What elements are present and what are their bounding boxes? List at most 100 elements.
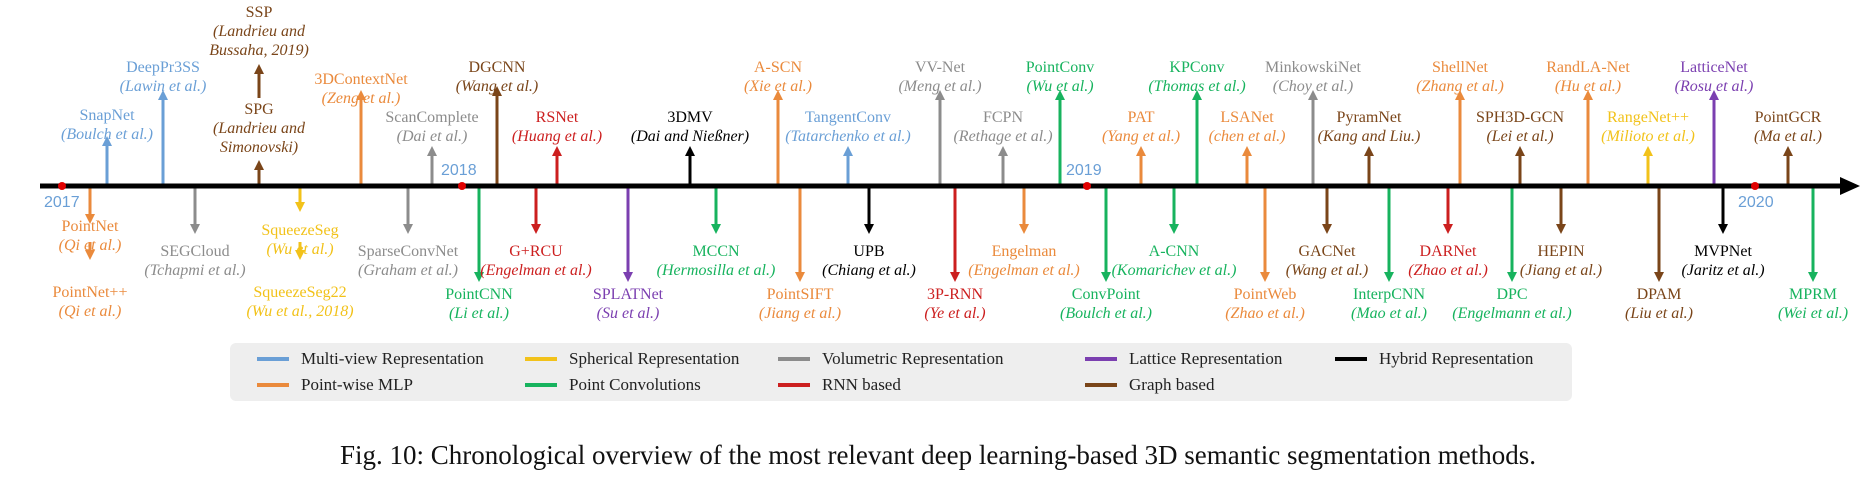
legend-label: Point Convolutions [569,375,701,394]
arrow-head-squeezeseg [295,202,305,212]
method-authors: (Choy et al.) [1272,78,1354,95]
method-name: FCPN [982,109,1024,126]
method-name: ScanComplete [385,109,479,126]
method-name: SnapNet [79,107,135,124]
method-label-engelman: Engelman (Engelman et al.) [968,242,1080,280]
method-label-squeezeseg22: SqueezeSeg22 (Wu et al., 2018) [246,283,353,321]
method-name: PointNet [61,218,119,235]
method-name: TangentConv [805,109,891,126]
method-name: MinkowskiNet [1265,59,1361,76]
method-name: PointWeb [1233,286,1297,303]
method-label-pat: PAT (Yang et al.) [1102,108,1180,146]
method-authors: (Su et al.) [596,305,660,322]
arrow-head-ssp [254,64,264,74]
method-label-pointcnn: PointCNN (Li et al.) [445,285,513,323]
method-name: PointConv [1025,59,1095,76]
arrow-head-darnet [1443,224,1453,234]
arrow-head-squeezeseg22 [295,250,305,260]
method-name: SPH3D-GCN [1475,109,1565,126]
arrow-head-dpc [1507,272,1517,282]
legend-swatch [1335,357,1367,361]
method-label-latticenet: LatticeNet (Rosu et al.) [1675,58,1754,96]
method-label-minkowskinet: MinkowskiNet (Choy et al.) [1265,58,1361,96]
method-authors: (Zhao et al.) [1408,262,1488,279]
method-authors: (Li et al.) [448,305,509,322]
method-authors: (Qi et al.) [58,303,122,320]
method-label-kpconv: KPConv (Thomas et al.) [1148,58,1245,96]
method-authors: (Wu et al.) [1026,78,1094,95]
legend-label: RNN based [822,375,901,394]
method-authors: (Zhao et al.) [1225,305,1305,322]
method-label-randla-net: RandLA-Net (Hu et al.) [1546,58,1630,96]
method-name: PAT [1127,109,1155,126]
method-label-sph3d-gcn: SPH3D-GCN (Lei et al.) [1476,108,1564,146]
legend-swatch [257,383,289,387]
arrow-head-randla-net [1583,90,1593,100]
method-label-convpoint: ConvPoint (Boulch et al.) [1060,285,1152,323]
arrow-head-kpconv [1192,90,1202,100]
method-label-fcpn: FCPN (Rethage et al.) [953,108,1052,146]
arrow-head-pointcnn [474,272,484,282]
method-authors: (Rosu et al.) [1674,78,1754,95]
arrow-head-pointgcr [1783,146,1793,156]
method-name: SqueezeSeg [261,222,339,239]
method-authors: (Jiang et al.) [758,305,842,322]
method-authors: (Landrieu and Bussaha, 2019) [209,23,309,59]
arrow-head-deeppr3ss [158,90,168,100]
arrow-head-pointweb [1260,272,1270,282]
method-authors: (Zhang et al.) [1416,78,1504,95]
year-marker-2017 [58,182,66,190]
method-name: InterpCNN [1353,286,1425,303]
method-name: ConvPoint [1071,286,1141,303]
method-label-splatnet: SPLATNet (Su et al.) [593,285,663,323]
method-authors: (Kang and Liu.) [1317,128,1421,145]
arrow-head-dgcnn [492,86,502,96]
method-name: 3DContextNet [314,71,408,88]
year-marker-2019 [1083,182,1091,190]
method-authors: (Jaritz et al.) [1681,262,1765,279]
method-label-mccn: MCCN (Hermosilla et al.) [657,242,776,280]
legend-swatch [525,383,557,387]
method-label-pointnet: PointNet (Qi et al.) [59,217,122,255]
arrow-head-upb [864,224,874,234]
method-label-segcloud: SEGCloud (Tchapmi et al.) [144,242,245,280]
year-label-2020: 2020 [1738,194,1774,211]
arrow-head-shellnet [1455,90,1465,100]
method-authors: (Komarichev et al.) [1111,262,1237,279]
year-marker-2018 [458,182,466,190]
legend-swatch [778,383,810,387]
method-label-dgcnn: DGCNN (Wang et al.) [456,58,539,96]
method-label-a-cnn: A-CNN (Komarichev et al.) [1112,242,1237,280]
arrow-head-dpam [1654,272,1664,282]
method-name: A-SCN [753,59,802,76]
method-authors: (Wei et al.) [1777,305,1849,322]
legend: Multi-view Representation Spherical Repre… [230,343,1572,401]
arrow-head-mccn [711,224,721,234]
method-name: KPConv [1169,59,1225,76]
legend-label: Spherical Representation [569,349,740,368]
arrow-head-pat [1136,146,1146,156]
method-name: UPB [853,243,885,260]
method-name: PyramNet [1336,109,1402,126]
method-label-3p-rnn: 3P-RNN (Ye et al.) [924,285,985,323]
arrow-head-latticenet [1709,90,1719,100]
legend-label: Point-wise MLP [301,375,413,394]
method-label-spg: SPG (Landrieu and Simonovski) [199,100,319,157]
method-label-scancomplete: ScanComplete (Dai et al.) [385,108,478,146]
method-label-ssp: SSP (Landrieu and Bussaha, 2019) [199,3,319,60]
arrow-head-pointnet [85,214,95,224]
arrow-head-rsnet [552,146,562,156]
method-name: PointCNN [445,286,513,303]
method-authors: (Ma et al.) [1754,128,1822,145]
method-label-pointconv: PointConv (Wu et al.) [1026,58,1094,96]
arrow-head-spg [254,160,264,170]
method-authors: (Boulch et al.) [1060,305,1152,322]
method-label-mvpnet: MVPNet (Jaritz et al.) [1681,242,1764,280]
method-label-pointsift: PointSIFT (Jiang et al.) [759,285,841,323]
method-name: MCCN [692,243,740,260]
method-label-pointweb: PointWeb (Zhao et al.) [1225,285,1305,323]
method-authors: (Tchapmi et al.) [144,262,246,279]
method-label-gacnet: GACNet (Wang et al.) [1286,242,1369,280]
figure-caption: Fig. 10: Chronological overview of the m… [340,440,1536,470]
legend-swatch [778,357,810,361]
